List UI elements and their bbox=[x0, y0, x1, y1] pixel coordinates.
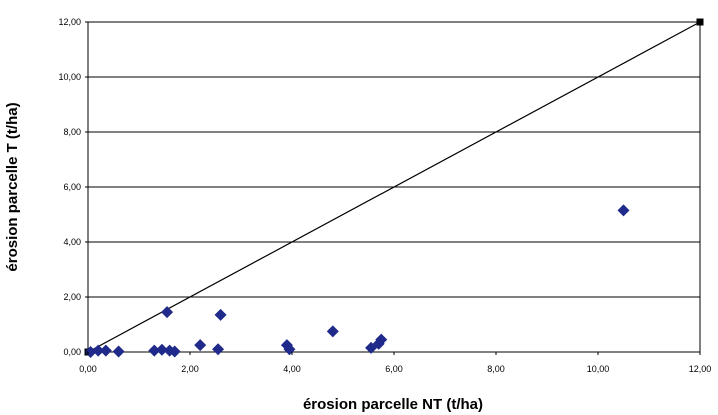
data-point bbox=[112, 345, 125, 358]
y-tick-label: 4,00 bbox=[63, 237, 81, 247]
y-tick-label: 12,00 bbox=[58, 17, 81, 27]
data-points bbox=[84, 204, 630, 358]
x-tick-label: 0,00 bbox=[79, 364, 97, 374]
data-point bbox=[617, 204, 630, 217]
data-point bbox=[326, 325, 339, 338]
data-point bbox=[99, 344, 112, 357]
data-point bbox=[194, 339, 207, 352]
data-point bbox=[168, 345, 181, 358]
y-tick-label: 6,00 bbox=[63, 182, 81, 192]
x-tick-labels: 0,00 2,00 4,00 6,00 8,00 10,00 12,00 bbox=[79, 352, 711, 374]
data-point bbox=[212, 343, 225, 356]
data-point bbox=[155, 343, 168, 356]
y-tick-label: 0,00 bbox=[63, 347, 81, 357]
data-point bbox=[92, 344, 105, 357]
y-axis-title: érosion parcelle T (t/ha) bbox=[4, 102, 21, 271]
x-tick-label: 2,00 bbox=[181, 364, 199, 374]
x-tick-label: 12,00 bbox=[689, 364, 712, 374]
x-tick-label: 6,00 bbox=[385, 364, 403, 374]
data-point bbox=[148, 344, 161, 357]
y-tick-labels: 0,00 2,00 4,00 6,00 8,00 10,00 12,00 bbox=[58, 17, 88, 357]
reference-line bbox=[87, 21, 701, 353]
x-tick-label: 4,00 bbox=[283, 364, 301, 374]
reference-line-end-marker bbox=[696, 18, 704, 26]
y-tick-label: 10,00 bbox=[58, 72, 81, 82]
y-tick-label: 2,00 bbox=[63, 292, 81, 302]
data-point bbox=[161, 306, 174, 319]
x-tick-label: 10,00 bbox=[587, 364, 610, 374]
data-point bbox=[375, 333, 388, 346]
data-point bbox=[214, 308, 227, 321]
x-axis-title: érosion parcelle NT (t/ha) bbox=[303, 396, 483, 413]
y-tick-label: 8,00 bbox=[63, 127, 81, 137]
x-tick-label: 8,00 bbox=[487, 364, 505, 374]
grid-lines bbox=[88, 21, 700, 298]
